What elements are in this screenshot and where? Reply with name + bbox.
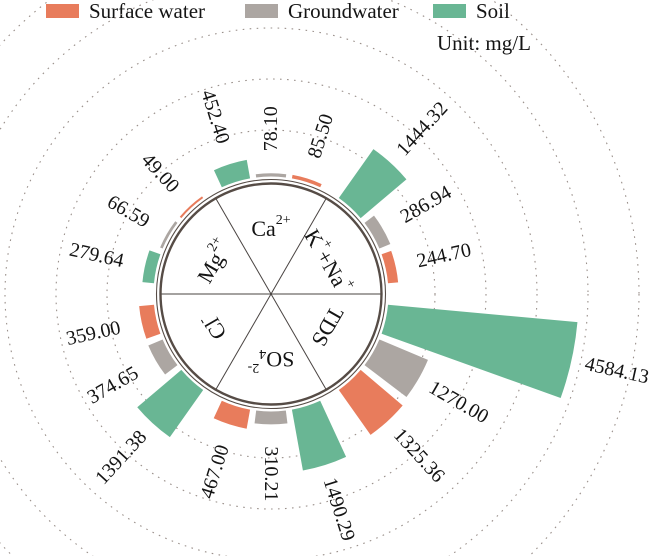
sector-label-tds: TDS (307, 303, 349, 351)
groundwater-swatch (245, 4, 278, 18)
grid-circle-4 (0, 0, 589, 556)
sector-label-so4: SO4 2- (247, 347, 294, 376)
value-label-tds-surface-water: 1325.36 (389, 424, 449, 487)
value-label-tds-soil: 4584.13 (583, 353, 650, 389)
bar-mg-soil (142, 250, 161, 284)
value-label-ca-surface-water: 85.50 (304, 111, 339, 161)
bar-mg-groundwater (160, 221, 178, 249)
value-label-k-na-surface-water: 244.70 (415, 239, 473, 272)
wheel-outer-ring (155, 178, 387, 410)
value-label-so4-groundwater: 310.21 (260, 446, 282, 501)
legend-item-soil: Soil (433, 0, 510, 23)
bar-so4-surface-water (213, 400, 251, 429)
bar-ca-soil (213, 159, 251, 188)
legend-item-groundwater: Groundwater (245, 0, 399, 23)
value-label-so4-soil: 1490.29 (319, 475, 360, 544)
bar-ca-surface-water (291, 174, 322, 188)
value-label-k-na-soil: 1444.32 (392, 98, 452, 161)
bar-tds-soil (381, 304, 578, 398)
value-label-cl-surface-water: 359.00 (64, 317, 122, 350)
bar-k-na-surface-water (381, 250, 399, 284)
value-label-mg-surface-water: 49.00 (137, 149, 184, 197)
bar-so4-soil (291, 400, 347, 471)
bar-mg-surface-water (179, 196, 204, 219)
sector-label-k-na: K++Na+ (300, 223, 359, 297)
sector-label-cl: Cl- (194, 309, 231, 345)
value-label-tds-groundwater: 1270.00 (425, 377, 492, 429)
value-label-so4-surface-water: 467.00 (196, 442, 234, 501)
bar-cl-groundwater (148, 339, 178, 375)
bar-cl-soil (137, 369, 204, 438)
legend-label-surface-water: Surface water (89, 0, 206, 23)
value-label-ca-soil: 452.40 (196, 87, 234, 146)
bar-ca-groundwater (255, 173, 287, 178)
surface-water-swatch (46, 4, 79, 18)
value-label-k-na-groundwater: 286.94 (397, 181, 456, 228)
value-label-ca-groundwater: 78.10 (260, 106, 282, 151)
value-label-cl-groundwater: 374.65 (84, 362, 143, 409)
grid-circle-3 (4, 27, 538, 556)
value-label-mg-soil: 279.64 (67, 239, 125, 272)
grid-circle-1 (106, 129, 436, 459)
value-label-mg-groundwater: 66.59 (103, 191, 153, 233)
legend-label-groundwater: Groundwater (288, 0, 399, 23)
bar-k-na-soil (338, 149, 407, 219)
bar-tds-groundwater (364, 339, 428, 398)
bar-tds-surface-water (338, 369, 403, 435)
unit-label: Unit: mg/L (437, 31, 531, 55)
bar-so4-groundwater (254, 410, 288, 425)
legend-label-soil: Soil (476, 0, 510, 23)
bar-cl-surface-water (139, 304, 161, 339)
legend-item-surface-water: Surface water (46, 0, 206, 23)
sector-label-mg: Mg2+ (189, 233, 236, 286)
sector-divider-120 (215, 198, 327, 390)
soil-swatch (433, 4, 466, 18)
bar-k-na-groundwater (364, 215, 391, 249)
value-label-cl-soil: 1391.38 (91, 426, 151, 489)
grid-circle-2 (55, 78, 487, 510)
wheel-ring (159, 182, 383, 406)
sector-label-ca: Ca2+ (251, 213, 290, 241)
